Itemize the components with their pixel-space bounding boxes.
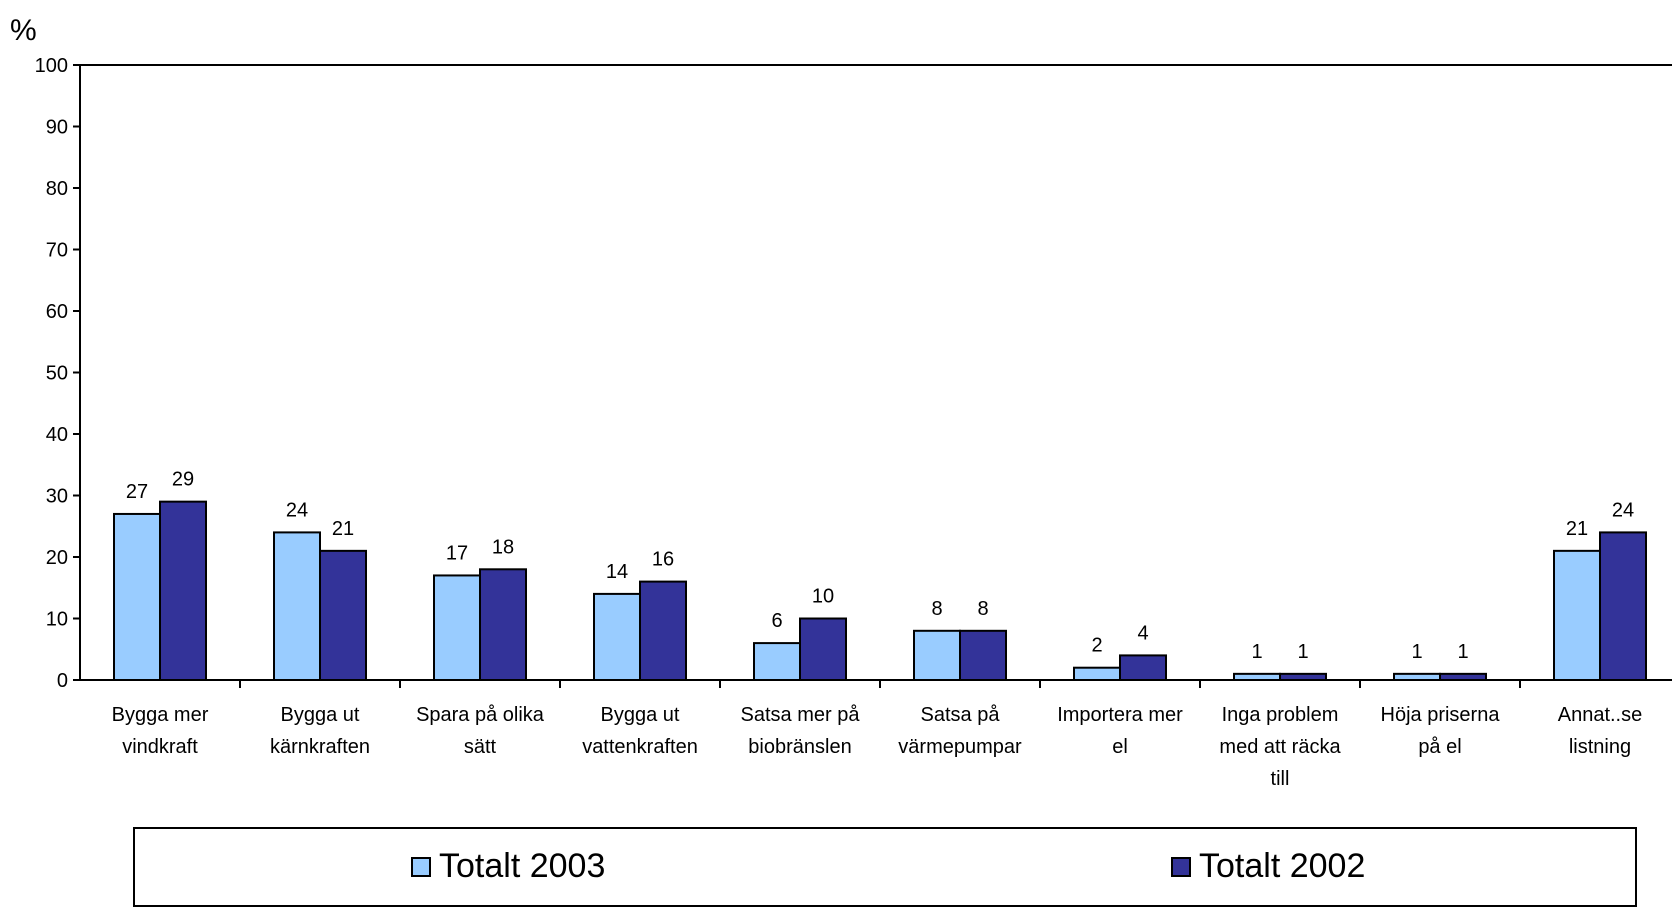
x-tick-label: Satsa på värmepumpar — [898, 704, 1022, 758]
data-label: 18 — [492, 536, 514, 558]
data-label: 21 — [332, 518, 354, 540]
y-tick-label: 50 — [46, 363, 68, 385]
legend-item-2002: Totalt 2002 — [1171, 847, 1365, 886]
legend-label-2003: Totalt 2003 — [439, 847, 606, 885]
bar — [319, 549, 367, 681]
x-tick-label: Spara på olika sätt — [416, 704, 545, 758]
x-tick-label: Bygga mer vindkraft — [112, 704, 209, 758]
x-tick-label: Satsa mer på biobränslen — [741, 704, 861, 758]
data-label: 1 — [1457, 641, 1468, 663]
data-label: 1 — [1251, 641, 1262, 663]
x-tick-label: Annat..se listning — [1558, 704, 1643, 758]
x-tick-label: Inga problem med att räcka till — [1219, 704, 1341, 790]
data-label: 8 — [931, 598, 942, 620]
data-label: 1 — [1411, 641, 1422, 663]
y-tick-label: 20 — [46, 547, 68, 569]
bar — [433, 574, 481, 682]
legend-item-2003: Totalt 2003 — [411, 847, 605, 886]
x-tick-label: Bygga ut vattenkraften — [582, 704, 698, 758]
data-label: 24 — [1612, 499, 1634, 521]
x-tick-labels: Bygga mer vindkraft Bygga ut kärnkraften Spa… — [112, 704, 1643, 790]
bar — [1073, 666, 1121, 682]
y-tick-label: 100 — [35, 55, 68, 77]
data-label: 29 — [172, 469, 194, 491]
y-axis: 0 10 20 30 40 50 60 70 80 90 100 — [35, 55, 1672, 692]
bar — [753, 642, 801, 681]
bar — [159, 500, 207, 681]
bar — [639, 580, 687, 681]
data-label: 14 — [606, 561, 628, 583]
bar — [799, 617, 847, 681]
data-label: 8 — [977, 598, 988, 620]
bar — [1553, 549, 1601, 681]
y-tick-label: 60 — [46, 301, 68, 323]
bar — [913, 629, 961, 681]
data-label: 1 — [1297, 641, 1308, 663]
y-tick-label: 80 — [46, 178, 68, 200]
y-tick-label: 30 — [46, 486, 68, 508]
data-label: 27 — [126, 481, 148, 503]
bar — [1233, 672, 1281, 681]
data-label: 4 — [1137, 622, 1148, 644]
bar — [959, 629, 1007, 681]
legend-swatch-2003 — [411, 856, 431, 877]
y-axis-label: % — [10, 14, 37, 47]
legend: Totalt 2003 Totalt 2002 — [133, 827, 1637, 907]
data-label: 21 — [1566, 518, 1588, 540]
data-label: 10 — [812, 586, 834, 608]
bar — [1599, 531, 1647, 682]
legend-label-2002: Totalt 2002 — [1199, 847, 1366, 885]
bar — [273, 531, 321, 682]
x-axis — [80, 679, 1672, 688]
data-label: 6 — [771, 610, 782, 632]
y-tick-label: 90 — [46, 117, 68, 139]
bar — [1119, 654, 1167, 682]
data-label: 24 — [286, 499, 308, 521]
bar — [1439, 672, 1487, 681]
data-label: 2 — [1091, 635, 1102, 657]
bar — [593, 592, 641, 682]
y-tick-label: 40 — [46, 424, 68, 446]
bar — [1393, 672, 1441, 681]
y-tick-label: 70 — [46, 240, 68, 262]
bar — [479, 568, 527, 681]
x-tick-label: Importera mer el — [1057, 704, 1183, 758]
x-tick-label: Höja priserna på el — [1381, 704, 1501, 758]
bar — [1279, 672, 1327, 681]
data-label: 16 — [652, 549, 674, 571]
bar — [113, 512, 161, 682]
legend-swatch-2002 — [1171, 856, 1191, 877]
y-tick-label: 10 — [46, 609, 68, 631]
x-tick-label: Bygga ut kärnkraften — [270, 704, 370, 758]
y-tick-label: 0 — [57, 670, 68, 692]
data-label: 17 — [446, 542, 468, 564]
